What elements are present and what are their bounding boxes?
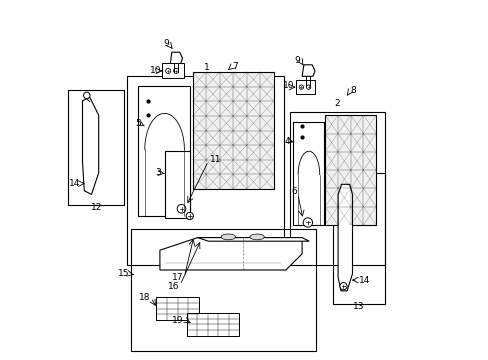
Polygon shape xyxy=(82,97,99,194)
Ellipse shape xyxy=(249,234,264,240)
Text: 19: 19 xyxy=(171,316,183,325)
Text: 5: 5 xyxy=(135,120,141,129)
Text: 6: 6 xyxy=(290,187,296,196)
Text: 9: 9 xyxy=(294,56,300,65)
Text: 14: 14 xyxy=(69,179,80,188)
Circle shape xyxy=(173,68,178,73)
Circle shape xyxy=(303,218,312,227)
Text: 10: 10 xyxy=(149,66,161,75)
Bar xyxy=(127,76,284,265)
Text: 8: 8 xyxy=(349,86,355,95)
Text: 15: 15 xyxy=(118,269,129,278)
Bar xyxy=(68,90,123,205)
Text: 3: 3 xyxy=(155,168,161,177)
Circle shape xyxy=(165,68,170,73)
Bar xyxy=(289,112,384,265)
Ellipse shape xyxy=(221,234,235,240)
Polygon shape xyxy=(197,238,309,241)
Text: 13: 13 xyxy=(352,302,364,311)
Bar xyxy=(332,173,384,304)
Bar xyxy=(156,297,199,320)
Text: 17: 17 xyxy=(171,274,183,282)
Polygon shape xyxy=(302,65,314,76)
Text: 18: 18 xyxy=(139,292,150,302)
Polygon shape xyxy=(337,184,352,291)
Polygon shape xyxy=(138,86,190,216)
Text: 11: 11 xyxy=(209,155,221,163)
Text: 12: 12 xyxy=(90,203,102,212)
Circle shape xyxy=(83,92,90,99)
Text: 10: 10 xyxy=(282,81,294,90)
Circle shape xyxy=(177,204,185,213)
Circle shape xyxy=(299,85,303,89)
Circle shape xyxy=(339,283,346,290)
Text: 16: 16 xyxy=(167,282,179,291)
Text: 4: 4 xyxy=(285,137,290,146)
Text: 14: 14 xyxy=(358,276,369,284)
Bar xyxy=(162,63,183,78)
Polygon shape xyxy=(160,238,302,270)
Bar xyxy=(325,115,375,225)
Bar xyxy=(295,80,315,94)
Bar xyxy=(186,313,239,336)
Text: 7: 7 xyxy=(231,62,237,71)
Text: 2: 2 xyxy=(334,99,340,108)
Circle shape xyxy=(186,212,193,220)
Polygon shape xyxy=(293,122,324,225)
Text: 9: 9 xyxy=(163,40,168,49)
Polygon shape xyxy=(164,151,190,218)
Polygon shape xyxy=(170,52,182,64)
Bar xyxy=(192,72,273,189)
Circle shape xyxy=(306,85,310,89)
Text: 1: 1 xyxy=(203,63,209,72)
Bar xyxy=(131,229,316,351)
